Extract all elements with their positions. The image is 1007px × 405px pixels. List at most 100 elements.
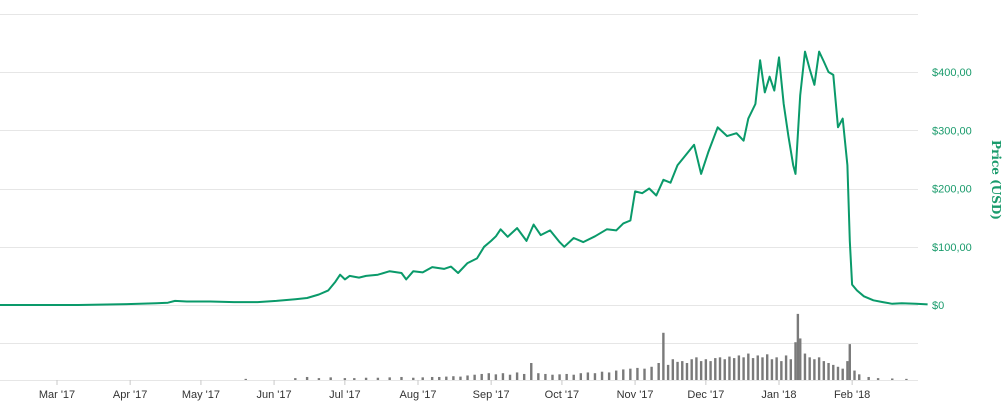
volume-bar (799, 338, 802, 380)
volume-bar (784, 355, 788, 380)
x-tick-label: Mar '17 (39, 389, 75, 401)
volume-bar (508, 374, 512, 380)
volume-bar (421, 377, 424, 380)
volume-bar (643, 368, 646, 380)
volume-bar (867, 376, 870, 380)
volume-bar (775, 357, 778, 380)
volume-bar (827, 363, 830, 380)
price-line-group (0, 50, 928, 306)
volume-bar (537, 373, 540, 380)
volume-bar (614, 370, 618, 380)
volume-bar (728, 356, 731, 380)
volume-bar (473, 374, 476, 380)
volume-bar (586, 372, 590, 380)
y-axis-ticks: $0 $100,00 $200,00 $300,00 $400,00 (932, 67, 972, 312)
volume-bar (494, 374, 498, 380)
x-tick-label: Jan '18 (761, 389, 796, 401)
y-tick-label: $400,00 (932, 67, 972, 79)
volume-bar (364, 377, 368, 380)
volume-bar (376, 377, 380, 380)
volume-bar (400, 376, 403, 380)
volume-bar (412, 377, 415, 380)
volume-bar (747, 353, 750, 380)
volume-bar (766, 354, 769, 380)
volume-bar (699, 361, 703, 380)
volume-bar (657, 363, 660, 380)
volume-bar (629, 368, 632, 380)
y-axis-title: Price (USD) (989, 140, 1003, 220)
volume-bar (742, 357, 745, 380)
volume-bar (853, 370, 856, 380)
volume-bar (681, 361, 684, 380)
volume-bar (487, 373, 490, 380)
volume-bar (723, 359, 726, 380)
volume-bar (558, 374, 561, 380)
volume-bar (445, 376, 448, 380)
volume-bar (751, 358, 755, 380)
y-tick-label: $300,00 (932, 125, 972, 137)
volume-bar (466, 375, 469, 380)
volume-bar (607, 372, 611, 380)
y-tick-label: $200,00 (932, 184, 972, 196)
volume-bar (565, 373, 568, 380)
x-tick-label: Nov '17 (617, 389, 654, 401)
volume-bar (600, 371, 604, 380)
volume-bar (803, 353, 807, 380)
volume-bars (244, 313, 908, 380)
x-tick-label: Sep '17 (473, 389, 510, 401)
x-tick-label: Jul '17 (329, 389, 360, 401)
gridlines (0, 14, 918, 381)
volume-bar (329, 377, 332, 380)
volume-bar (650, 366, 653, 380)
volume-bar (704, 359, 708, 380)
volume-bar (808, 357, 811, 380)
volume-bar (551, 374, 554, 380)
volume-bar (732, 358, 736, 380)
volume-bar (858, 374, 861, 380)
volume-bar (501, 373, 505, 380)
volume-bar (676, 361, 679, 380)
volume-bar (343, 378, 347, 380)
volume-bar (353, 378, 356, 380)
volume-bar (876, 378, 880, 380)
volume-bar (522, 373, 526, 380)
volume-bar (796, 313, 800, 380)
volume-bar (770, 359, 774, 380)
volume-bar (388, 377, 391, 380)
volume-bar (671, 359, 675, 380)
y-tick-label: $100,00 (932, 242, 972, 254)
x-tick-label: May '17 (182, 389, 220, 401)
price-line (0, 50, 928, 306)
volume-bar (662, 332, 665, 380)
volume-bar (294, 378, 297, 380)
x-tick-label: Apr '17 (113, 389, 148, 401)
volume-bar (714, 358, 717, 380)
volume-bar (813, 359, 816, 380)
volume-bar (690, 359, 693, 380)
volume-bar (666, 364, 670, 380)
volume-bar (817, 357, 821, 380)
volume-bar (438, 376, 441, 380)
volume-bar (848, 344, 851, 380)
x-tick-label: Jun '17 (257, 389, 292, 401)
volume-bar (756, 355, 759, 380)
volume-bar (452, 376, 455, 380)
volume-bar (841, 368, 844, 380)
volume-bar (891, 378, 894, 380)
volume-bar (695, 357, 698, 380)
volume-bar (244, 378, 247, 380)
volume-bar (480, 373, 483, 380)
volume-bar (794, 342, 797, 380)
volume-bar (846, 361, 849, 380)
volume-bar (709, 361, 712, 380)
volume-bar (685, 363, 689, 380)
volume-bar (530, 363, 533, 380)
volume-bar (459, 376, 462, 380)
y-tick-label: $0 (932, 300, 944, 312)
volume-bar (572, 374, 575, 380)
volume-bar (305, 376, 309, 380)
x-tick-label: Dec '17 (687, 389, 724, 401)
